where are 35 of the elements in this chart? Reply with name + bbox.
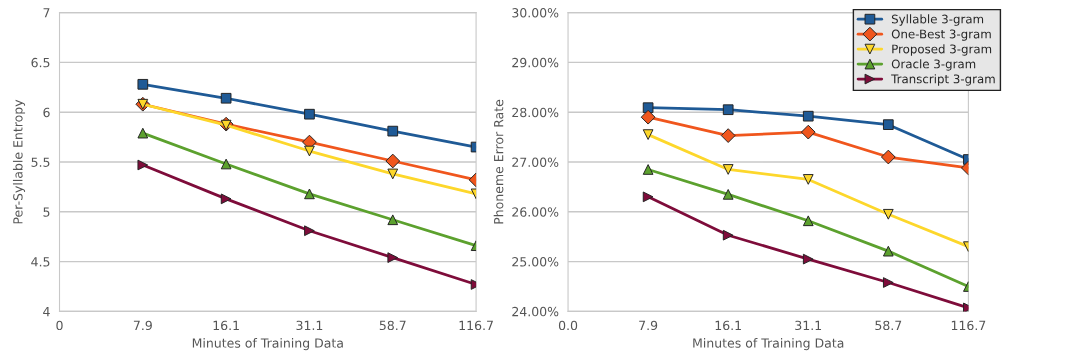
legend-label: Transcript 3-gram: [891, 74, 995, 86]
x-tick-label: 58.7: [379, 320, 406, 331]
x-tick-label: 116.7: [951, 320, 986, 331]
y-axis-title: Per-Syllable Entropy: [12, 99, 26, 224]
x-tick-label: 7.9: [639, 320, 658, 331]
y-tick-label: 7: [43, 8, 50, 18]
x-tick-label: 0.0: [558, 320, 578, 331]
y-tick-label: 25.00%: [512, 257, 559, 267]
x-tick-label: 58.7: [875, 320, 902, 331]
y-tick-label: 5: [43, 207, 50, 217]
x-axis-title: Minutes of Training Data: [192, 338, 343, 351]
y-tick-label: 27.00%: [512, 157, 559, 167]
y-tick-label: 4: [43, 307, 50, 317]
x-tick-label: 31.1: [795, 320, 822, 331]
y-tick-label: 4.5: [31, 257, 50, 267]
y-tick-label: 6.5: [31, 57, 50, 68]
y-tick-label: 5.5: [31, 157, 50, 167]
x-tick-label: 31.1: [296, 320, 323, 331]
x-tick-label: 16.1: [715, 320, 741, 331]
legend-label: Oracle 3-gram: [891, 59, 976, 71]
x-tick-label: 16.1: [213, 320, 239, 331]
x-axis-title: Minutes of Training Data: [693, 338, 844, 351]
x-tick-label: 116.7: [459, 320, 493, 331]
legend-label: One-Best 3-gram: [891, 29, 991, 41]
x-tick-label: 7.9: [133, 320, 152, 331]
legend-label: Syllable 3-gram: [891, 14, 984, 26]
y-tick-label: 29.00%: [512, 57, 559, 68]
y-tick-label: 6: [43, 107, 50, 118]
y-axis-title: Phoneme Error Rate: [493, 99, 504, 224]
y-tick-label: 30.00%: [512, 8, 559, 18]
y-tick-label: 28.00%: [512, 107, 559, 118]
legend-label: Proposed 3-gram: [892, 44, 992, 56]
y-tick-label: 26.00%: [512, 207, 559, 217]
x-tick-label: 0: [56, 320, 63, 331]
y-tick-label: 24.00%: [512, 306, 559, 317]
